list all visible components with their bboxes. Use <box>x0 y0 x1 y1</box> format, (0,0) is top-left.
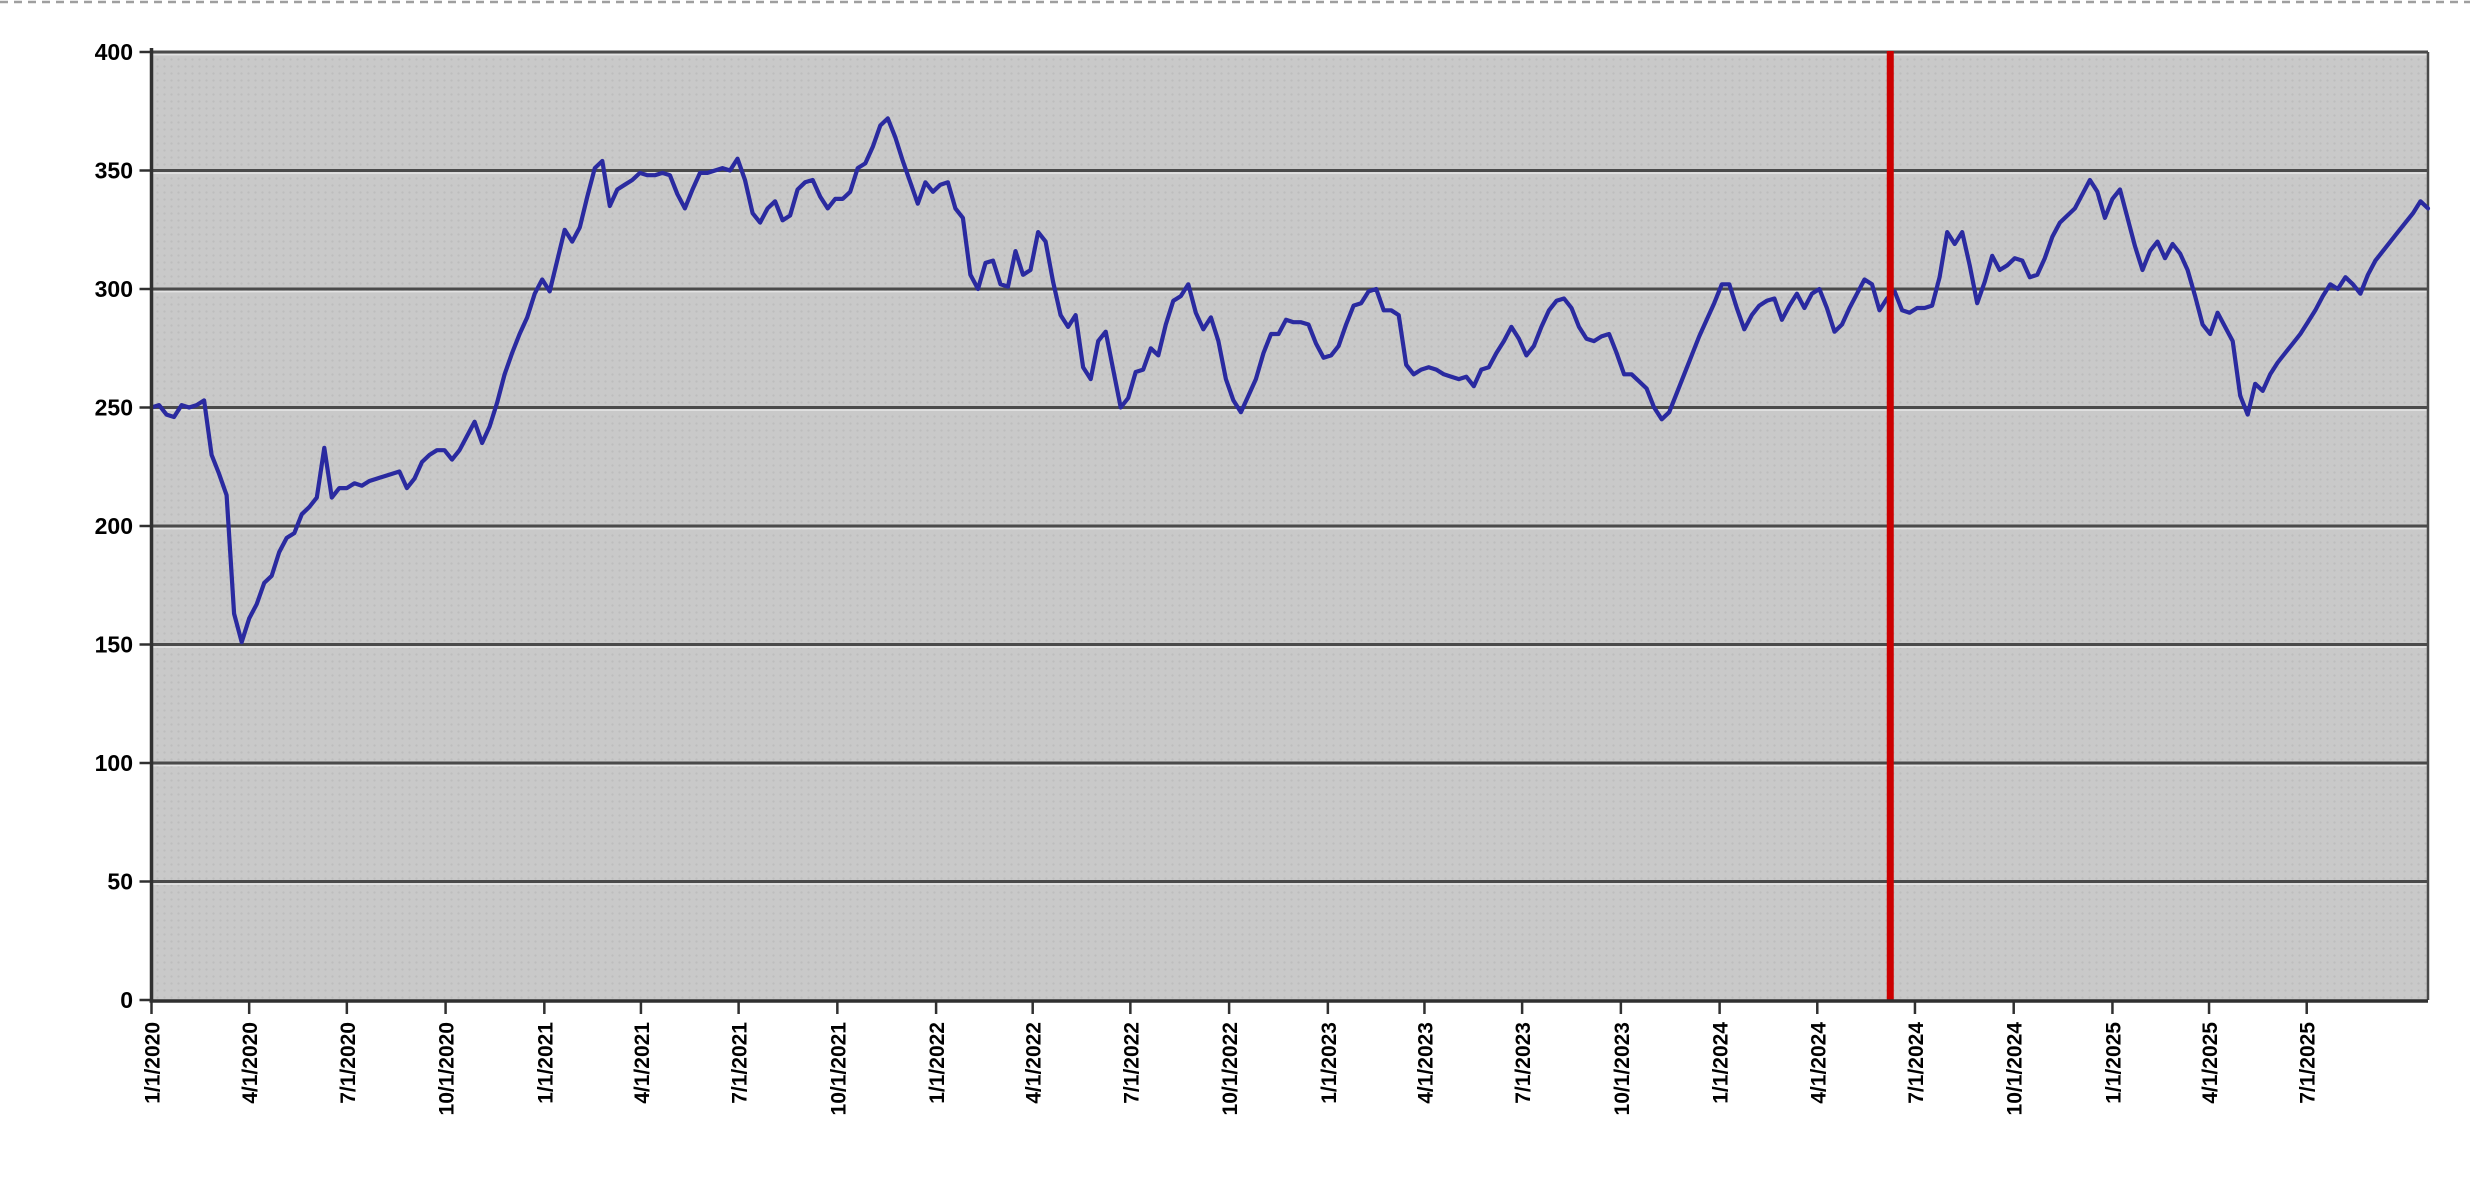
x-tick-label: 10/1/2022 <box>1219 1022 1242 1115</box>
x-axis-tick-labels: 1/1/2020 4/1/2020 7/1/2020 10/1/2020 1/1/202… <box>142 1022 2320 1116</box>
price-line-series <box>149 116 2431 645</box>
x-tick-label: 4/1/2020 <box>239 1022 262 1104</box>
x-tick-label: 1/1/2022 <box>926 1022 949 1104</box>
y-tick-label: 400 <box>95 39 133 65</box>
x-tick-label: 1/1/2021 <box>534 1022 557 1104</box>
y-axis-ticks <box>139 50 152 1002</box>
x-tick-label: 7/1/2024 <box>1905 1022 1928 1104</box>
y-tick-label: 350 <box>95 158 133 184</box>
y-tick-label: 100 <box>95 750 133 776</box>
x-tick-label: 4/1/2024 <box>1807 1022 1830 1104</box>
x-tick-label: 4/1/2021 <box>631 1022 654 1104</box>
x-tick-label: 1/1/2025 <box>2102 1022 2125 1104</box>
y-axis-tick-labels: 0 50 100 150 200 250 300 350 400 <box>95 39 133 1013</box>
x-tick-label: 7/1/2022 <box>1120 1022 1143 1104</box>
x-tick-label: 4/1/2023 <box>1414 1022 1437 1104</box>
x-axis-ticks <box>150 1001 2308 1014</box>
x-tick-label: 10/1/2023 <box>1611 1022 1634 1115</box>
x-tick-label: 7/1/2021 <box>729 1022 752 1104</box>
x-tick-label: 4/1/2025 <box>2199 1022 2222 1104</box>
x-tick-label: 7/1/2023 <box>1512 1022 1535 1104</box>
y-tick-label: 50 <box>107 869 133 895</box>
x-tick-label: 4/1/2022 <box>1023 1022 1046 1104</box>
x-tick-label: 7/1/2020 <box>337 1022 360 1104</box>
y-tick-label: 150 <box>95 632 133 658</box>
y-gridlines <box>151 50 2428 885</box>
y-tick-label: 0 <box>120 987 133 1013</box>
x-tick-label: 1/1/2023 <box>1318 1022 1341 1104</box>
x-tick-label: 10/1/2021 <box>827 1022 850 1116</box>
y-tick-label: 200 <box>95 513 133 539</box>
x-tick-label: 10/1/2020 <box>436 1022 459 1115</box>
x-tick-label: 1/1/2024 <box>1710 1022 1733 1104</box>
x-tick-label: 1/1/2020 <box>142 1022 165 1104</box>
x-tick-label: 7/1/2025 <box>2297 1022 2320 1104</box>
y-tick-label: 250 <box>95 395 133 421</box>
x-tick-label: 10/1/2024 <box>2004 1022 2027 1116</box>
y-tick-label: 300 <box>95 276 133 302</box>
